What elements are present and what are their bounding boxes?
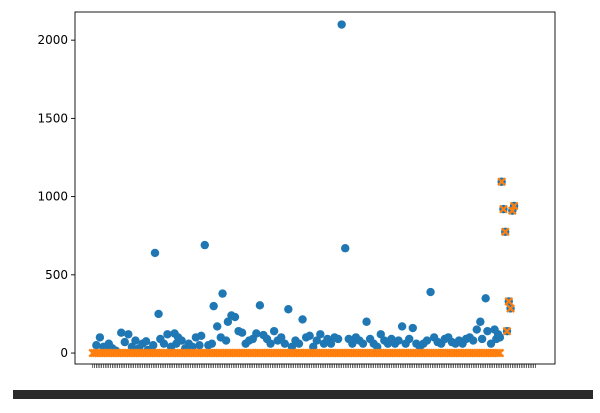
- data-point-circle: [124, 330, 133, 339]
- data-point-cross: [499, 204, 508, 214]
- series-crosses: [88, 177, 519, 358]
- data-point-circle: [483, 326, 492, 336]
- y-axis: 0 500 1000 1500 2000: [37, 33, 75, 360]
- y-tick-label: 0: [60, 346, 68, 360]
- data-point-circle: [237, 328, 247, 337]
- data-point-circle: [316, 330, 325, 339]
- y-tick-label: 2000: [37, 33, 68, 47]
- data-point-circle: [469, 336, 478, 345]
- data-point-circle: [177, 336, 186, 345]
- data-point-circle: [476, 317, 485, 326]
- data-point-circle: [397, 322, 407, 331]
- data-point-circle: [223, 317, 233, 326]
- data-point-cross: [507, 206, 517, 216]
- data-point-circle: [218, 289, 227, 298]
- data-point-circle: [117, 328, 126, 337]
- data-point-circle: [337, 20, 346, 29]
- data-point-circle: [376, 330, 385, 339]
- data-point-cross: [500, 227, 510, 237]
- data-point-circle: [298, 315, 307, 324]
- data-point-circle: [154, 309, 163, 319]
- data-point-circle: [472, 325, 481, 334]
- data-point-circle: [127, 342, 137, 351]
- data-point-cross: [497, 177, 507, 187]
- data-point-circle: [294, 339, 304, 348]
- data-point-circle: [252, 329, 261, 338]
- data-point-circle: [309, 342, 318, 351]
- data-point-circle: [120, 337, 129, 347]
- data-point-cross: [504, 297, 514, 306]
- data-point-cross: [502, 326, 512, 336]
- data-point-circle: [373, 342, 382, 351]
- data-point-circle: [426, 287, 435, 297]
- plot-frame: [74, 11, 556, 365]
- data-point-cross: [493, 348, 503, 358]
- data-point-circle: [481, 294, 490, 303]
- data-point-circle: [159, 339, 169, 348]
- data-point-circle: [284, 305, 293, 314]
- y-tick-label: 1000: [37, 190, 68, 204]
- data-point-circle: [149, 341, 158, 350]
- data-point-circle: [195, 341, 204, 350]
- data-point-circle: [255, 301, 265, 310]
- series-circles: [92, 20, 519, 355]
- data-point-circle: [305, 331, 314, 341]
- data-point-circle: [326, 339, 336, 348]
- data-point-circle: [477, 334, 487, 344]
- data-point-circle: [213, 322, 222, 331]
- data-point-circle: [197, 331, 206, 341]
- data-point-circle: [95, 333, 105, 342]
- data-point-circle: [280, 339, 289, 348]
- data-point-circle: [141, 337, 151, 346]
- data-point-cross: [495, 348, 505, 358]
- data-point-circle: [277, 333, 286, 342]
- data-point-circle: [394, 336, 403, 345]
- data-point-circle: [230, 312, 240, 322]
- data-point-circle: [269, 326, 279, 336]
- y-tick-label: 500: [45, 268, 68, 282]
- data-point-circle: [341, 244, 350, 253]
- data-point-circle: [207, 339, 217, 348]
- data-point-circle: [422, 336, 432, 345]
- data-point-cross: [506, 304, 515, 313]
- x-tick-labels-overlapping: [13, 390, 593, 399]
- data-point-circle: [92, 341, 101, 350]
- data-point-circle: [188, 342, 197, 351]
- y-tick-label: 1500: [37, 111, 68, 125]
- data-point-circle: [209, 301, 218, 311]
- data-point-circle: [405, 334, 414, 344]
- data-point-circle: [131, 336, 140, 345]
- data-point-cross: [509, 201, 519, 211]
- data-point-circle: [163, 330, 172, 339]
- data-point-circle: [312, 336, 321, 345]
- data-point-circle: [333, 334, 343, 344]
- data-point-circle: [150, 248, 160, 258]
- data-point-circle: [266, 339, 275, 348]
- x-axis: [13, 364, 593, 399]
- data-point-circle: [348, 339, 357, 348]
- data-point-circle: [221, 336, 231, 345]
- data-point-circle: [358, 339, 368, 348]
- data-point-circle: [495, 333, 505, 342]
- data-point-circle: [408, 323, 417, 333]
- data-point-circle: [287, 342, 297, 351]
- data-point-circle: [200, 240, 209, 250]
- data-point-circle: [362, 317, 371, 326]
